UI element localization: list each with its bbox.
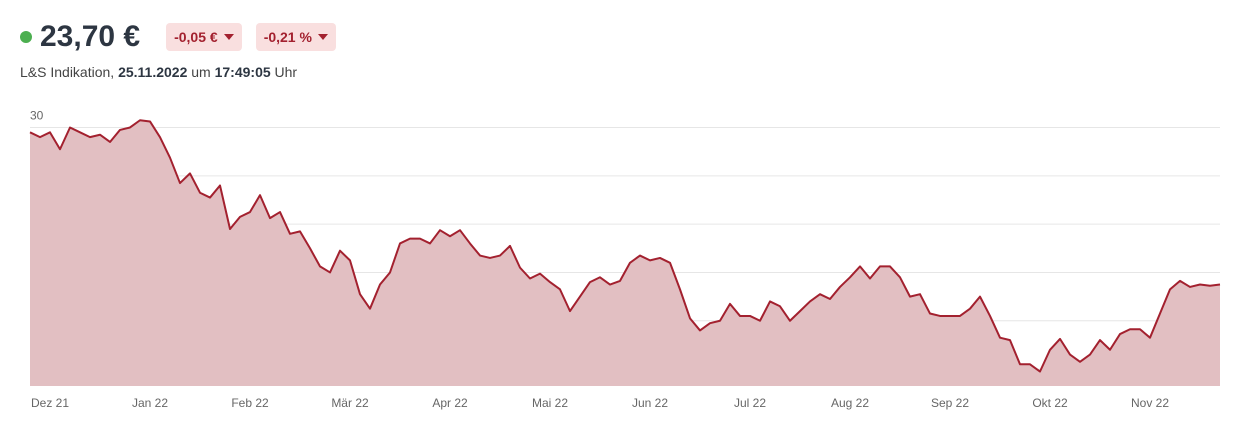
- x-tick-label: Mai 22: [532, 396, 568, 410]
- y-tick-label: 24: [30, 254, 44, 268]
- down-arrow: [317, 34, 328, 40]
- x-tick-label: Nov 22: [1131, 396, 1169, 410]
- x-tick-label: Jan 22: [132, 396, 168, 410]
- y-tick-label: 26: [30, 205, 44, 219]
- date: 25.11.2022: [118, 64, 188, 80]
- header: 23,70 € -0,05 € -0,21 %: [20, 20, 350, 54]
- status-dot: [20, 31, 32, 43]
- x-tick-label: Aug 22: [831, 396, 869, 410]
- down-arrow: [223, 34, 234, 40]
- x-tick-label: Dez 21: [31, 396, 69, 410]
- source: L&S Indikation,: [20, 64, 119, 80]
- y-tick-label: 22: [30, 302, 44, 316]
- price-line: [29, 119, 1221, 373]
- change-pct[interactable]: -0,21 %: [255, 23, 336, 51]
- change-pct-text: -0,21 %: [263, 29, 312, 45]
- x-tick-label: Mär 22: [331, 396, 369, 410]
- x-tick-label: Okt 22: [1032, 396, 1068, 410]
- price: 23,70 €: [40, 20, 141, 53]
- uhr: Uhr: [270, 64, 298, 80]
- area-fill: [30, 120, 1220, 386]
- x-tick-label: Apr 22: [432, 396, 468, 410]
- x-tick-label: Jun 22: [632, 396, 668, 410]
- y-tick-label: 28: [30, 157, 44, 171]
- y-tick-label: 20: [30, 350, 44, 364]
- x-tick-label: Sep 22: [931, 396, 969, 410]
- x-tick-label: Jul 22: [734, 396, 766, 410]
- time: 17:49:05: [214, 64, 271, 80]
- x-tick-label: Feb 22: [231, 396, 269, 410]
- subtitle: L&S Indikation, 25.11.2022 um 17:49:05 U…: [20, 64, 297, 80]
- um: um: [187, 64, 215, 80]
- y-tick-label: 30: [30, 109, 44, 123]
- change-abs-text: -0,05 €: [174, 29, 218, 45]
- change-abs[interactable]: -0,05 €: [166, 23, 242, 51]
